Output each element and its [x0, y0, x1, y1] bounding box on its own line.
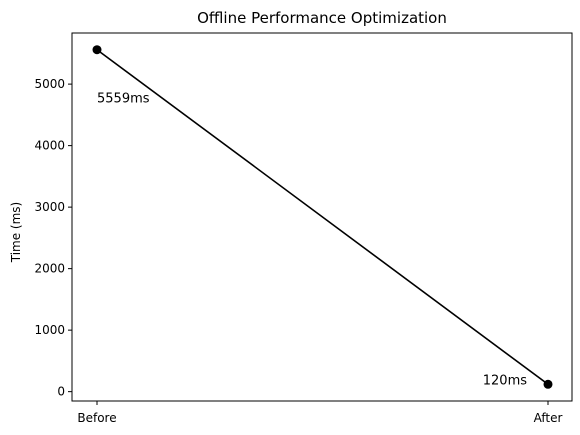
- data-point-before: [92, 45, 102, 55]
- series-line: [96, 49, 549, 385]
- plot-frame: [71, 32, 573, 402]
- y-tick-label: 2000: [34, 262, 65, 276]
- x-tick-label: After: [534, 411, 563, 425]
- x-tick-label: Before: [77, 411, 116, 425]
- y-tick-label: 5000: [34, 77, 65, 91]
- data-point-after: [543, 379, 553, 389]
- data-label-before: 5559ms: [97, 92, 150, 107]
- y-axis-label: Time (ms): [9, 202, 23, 264]
- data-label-after: 120ms: [483, 373, 527, 388]
- y-tick-label: 1000: [34, 323, 65, 337]
- chart-title: Offline Performance Optimization: [197, 9, 447, 27]
- y-tick-label: 4000: [34, 139, 65, 153]
- x-axis-ticks: Before After: [77, 401, 562, 425]
- y-axis-ticks: 0 1000 2000 3000 4000 5000: [34, 77, 72, 399]
- data-labels: 5559ms 120ms: [97, 92, 527, 389]
- data-markers: [92, 45, 553, 389]
- y-tick-label: 3000: [34, 200, 65, 214]
- y-tick-label: 0: [57, 385, 65, 399]
